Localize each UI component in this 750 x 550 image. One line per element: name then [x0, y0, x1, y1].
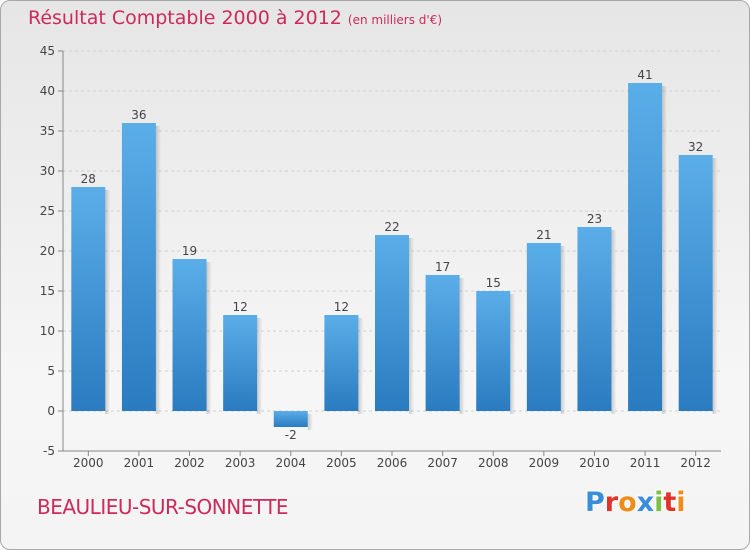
logo-letter: o — [618, 487, 637, 518]
bar-shadow — [257, 318, 263, 414]
data-label: 22 — [384, 220, 399, 234]
data-label: 12 — [334, 300, 349, 314]
bar — [577, 227, 612, 411]
x-tick-label: 2012 — [680, 456, 711, 470]
y-tick-label: 0 — [47, 404, 55, 418]
bar — [172, 259, 207, 411]
data-label: 15 — [486, 276, 501, 290]
data-label: 21 — [536, 228, 551, 242]
x-tick-label: 2009 — [529, 456, 560, 470]
bar — [526, 243, 561, 411]
data-label: 36 — [131, 108, 146, 122]
x-tick-label: 2004 — [275, 456, 306, 470]
logo-letter: t — [663, 487, 677, 518]
y-tick-label: 45 — [40, 44, 55, 58]
x-tick-label: 2006 — [377, 456, 408, 470]
bar — [476, 291, 511, 411]
y-tick-label: 10 — [40, 324, 55, 338]
x-tick-label: 2008 — [478, 456, 509, 470]
x-tick-label: 2005 — [326, 456, 357, 470]
bar-shadow — [206, 262, 212, 414]
data-label: 32 — [688, 140, 703, 154]
data-label: 19 — [182, 244, 197, 258]
bar-shadow — [307, 414, 313, 430]
data-label: 17 — [435, 260, 450, 274]
x-tick-label: 2010 — [579, 456, 610, 470]
bar-shadow — [459, 278, 465, 414]
bar — [678, 155, 713, 411]
y-tick-label: 5 — [47, 364, 55, 378]
chart-subtitle: (en milliers d'€) — [347, 13, 443, 27]
bar-shadow — [155, 126, 161, 414]
bar-shadow — [611, 230, 617, 414]
bar — [121, 123, 156, 411]
y-tick-label: 40 — [40, 84, 55, 98]
y-tick-label: 30 — [40, 164, 55, 178]
x-tick-label: 2002 — [174, 456, 205, 470]
y-tick-label: 20 — [40, 244, 55, 258]
logo-letter: i — [676, 487, 686, 518]
proxiti-logo: Proxiti — [585, 487, 686, 518]
logo-letter: x — [636, 487, 655, 518]
x-tick-label: 2007 — [427, 456, 458, 470]
bar-shadow — [662, 86, 668, 414]
x-tick-label: 2011 — [630, 456, 661, 470]
bar — [223, 315, 258, 411]
bar-shadow — [560, 246, 566, 414]
bar-shadow — [105, 190, 111, 414]
bar — [273, 411, 308, 427]
x-tick-label: 2003 — [225, 456, 256, 470]
bar-shadow — [712, 158, 718, 414]
x-tick-label: 2001 — [124, 456, 155, 470]
y-tick-label: -5 — [43, 444, 55, 458]
bar-shadow — [409, 238, 414, 414]
bar — [324, 315, 359, 411]
data-label: 28 — [81, 172, 96, 186]
chart-title: Résultat Comptable 2000 à 2012 (en millie… — [28, 7, 442, 29]
x-tick-label: 2000 — [73, 456, 104, 470]
bar — [628, 83, 663, 411]
logo-letter: i — [654, 487, 664, 518]
bar-shadow — [358, 318, 364, 414]
y-tick-label: 25 — [40, 204, 55, 218]
bar — [71, 187, 106, 411]
data-label: 12 — [233, 300, 248, 314]
logo-letter: P — [585, 487, 605, 518]
data-label: 23 — [587, 212, 602, 226]
data-label: 41 — [637, 68, 652, 82]
chart-title-text: Résultat Comptable 2000 à 2012 — [28, 7, 342, 29]
bar — [375, 235, 409, 411]
bar-shadow — [510, 294, 516, 414]
logo-letter: r — [604, 487, 619, 518]
data-label: -2 — [285, 428, 297, 442]
y-tick-label: 35 — [40, 124, 55, 138]
place-name: BEAULIEU-SUR-SONNETTE — [37, 495, 289, 519]
y-tick-label: 15 — [40, 284, 55, 298]
bar — [425, 275, 460, 411]
